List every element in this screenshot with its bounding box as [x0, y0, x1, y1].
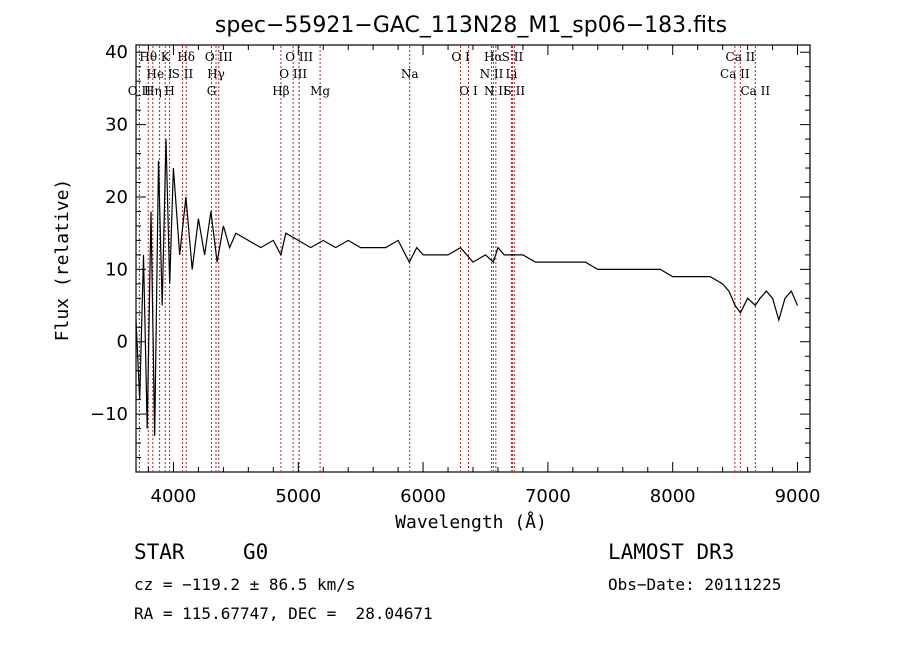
y-tick-label: 30: [105, 115, 128, 136]
spectral-line-label: Na: [401, 67, 419, 81]
y-tick-label: −10: [90, 404, 128, 425]
spectral-line-label: O III: [205, 50, 233, 64]
spectral-line-label: K: [161, 50, 171, 64]
object-subclass: G0: [243, 540, 269, 564]
spectral-line-label: H: [164, 84, 174, 98]
spectral-line-label: Mg: [310, 84, 330, 98]
spectral-line-label: O III: [285, 50, 313, 64]
coordinates-line: RA = 115.67747, DEC = 28.04671: [134, 604, 433, 623]
spectral-line-label: Li: [506, 67, 518, 81]
spectral-line-label: G: [207, 84, 217, 98]
x-tick-label: 4000: [151, 486, 197, 507]
x-tick-label: 7000: [525, 486, 571, 507]
y-tick-label: 40: [105, 42, 128, 63]
spectral-line-label: Ca II: [741, 84, 771, 98]
spectral-line-labels: O II Hθ Hη He I K H S II Hδ G Hγ O III Hβ O III O III…: [128, 50, 771, 98]
spectral-line-label: S II: [172, 67, 194, 81]
spectral-line-label: Hγ: [207, 67, 225, 81]
obs-date-line: Obs−Date: 20111225: [608, 575, 782, 594]
y-tick-label: 0: [117, 332, 128, 353]
spectral-line-label: O I: [459, 84, 478, 98]
x-tick-label: 5000: [275, 486, 321, 507]
spectral-line-label: N II: [480, 67, 504, 81]
plot-frame: [135, 44, 811, 473]
x-axis-ticks: 4000 5000 6000 7000 8000 9000: [147, 45, 821, 507]
spectrum-line: [135, 139, 799, 436]
spectral-line-label: He I: [147, 67, 173, 81]
spectral-line-label: Hα: [484, 50, 503, 64]
spectral-line-label: O II: [128, 84, 151, 98]
x-tick-label: 6000: [400, 486, 446, 507]
spectral-line-label: Hβ: [272, 84, 289, 98]
spectral-line-label: Hθ: [139, 50, 157, 64]
spectral-line-label: Ca II: [720, 67, 750, 81]
spectral-line-label: O I: [451, 50, 470, 64]
spectral-line-label: S II: [504, 84, 526, 98]
y-axis-ticks: −10 0 10 20 30 40: [90, 42, 810, 459]
y-tick-label: 20: [105, 187, 128, 208]
spectral-line-label: S II: [502, 50, 524, 64]
spectral-line-label: Hδ: [177, 50, 195, 64]
redshift-line: cz = −119.2 ± 86.5 km/s: [134, 575, 356, 594]
chart-title: spec−55921−GAC_113N28_M1_sp06−183.fits: [215, 13, 727, 38]
spectral-line-label: Ca II: [726, 50, 756, 64]
object-class: STAR: [134, 540, 185, 564]
survey-name: LAMOST DR3: [608, 540, 735, 564]
spectral-line-label: N II: [484, 84, 508, 98]
spectral-line-label: O III: [279, 67, 307, 81]
x-tick-label: 8000: [650, 486, 696, 507]
x-axis-label: Wavelength (Å): [395, 511, 547, 533]
x-tick-label: 9000: [775, 486, 821, 507]
spectral-line-label: Hη: [144, 84, 162, 98]
spectral-line-markers: [138, 46, 756, 471]
y-tick-label: 10: [105, 259, 128, 280]
y-axis-label: Flux (relative): [52, 179, 73, 342]
